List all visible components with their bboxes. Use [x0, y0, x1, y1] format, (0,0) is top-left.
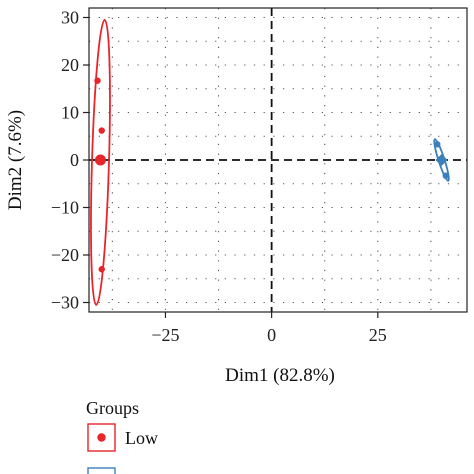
- point-low-1: [94, 77, 101, 84]
- y-axis-title: Dim2 (7.6%): [5, 110, 26, 210]
- legend-dot-low: [97, 433, 106, 442]
- grid-lines: [89, 8, 467, 312]
- y-tick-label: −30: [51, 293, 79, 313]
- legend: Groups Low H: [86, 398, 158, 474]
- y-tick-label: 30: [61, 8, 79, 28]
- group-ellipses: [90, 19, 450, 306]
- ellipse-low: [90, 19, 111, 306]
- y-tick-label: −20: [51, 245, 79, 265]
- legend-label-low: Low: [125, 428, 158, 448]
- legend-title: Groups: [86, 398, 139, 418]
- axis-ticks: −25 0 25 −30 −20 −10 0 10 20 30: [51, 8, 387, 346]
- reference-lines: [89, 8, 467, 312]
- y-tick-label: 0: [70, 150, 79, 170]
- point-h-2: [442, 172, 449, 179]
- x-tick-label: 25: [369, 325, 387, 345]
- point-h-1: [434, 141, 441, 148]
- y-tick-label: 20: [61, 55, 79, 75]
- legend-key-h: [87, 467, 116, 474]
- y-tick-label: −10: [51, 198, 79, 218]
- x-tick-label: 0: [267, 325, 276, 345]
- x-tick-label: −25: [151, 325, 179, 345]
- data-points: [94, 77, 449, 273]
- centroid-low: [94, 154, 106, 166]
- legend-label-h: H: [125, 472, 138, 474]
- centroid-h: [435, 154, 448, 166]
- x-axis-title: Dim1 (82.8%): [225, 365, 335, 386]
- y-tick-label: 10: [61, 103, 79, 123]
- point-low-3: [98, 266, 105, 273]
- point-low-2: [98, 127, 105, 134]
